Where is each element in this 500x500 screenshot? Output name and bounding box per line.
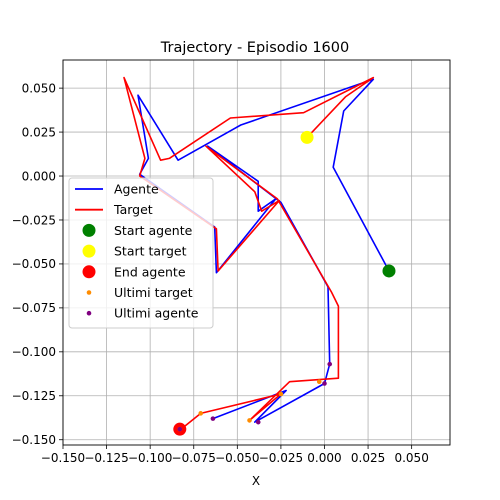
marker-start-agente <box>382 264 396 278</box>
legend-label-start-target: Start target <box>114 244 187 259</box>
legend-label-agente: Agente <box>114 182 159 197</box>
x-axis-ticks: −0.150 −0.125 −0.100 −0.075 −0.050 −0.025 0.00… <box>41 445 429 465</box>
legend-label-ultimi-agente: Ultimi agente <box>114 306 199 321</box>
legend-marker-ultimi-target <box>86 290 92 295</box>
x-axis-label: X <box>252 474 260 488</box>
plot-frame <box>62 59 451 446</box>
y-tick-label: 0.050 <box>22 81 56 95</box>
x-tick-label: −0.100 <box>128 451 172 465</box>
series-line-agente <box>137 78 390 423</box>
legend-marker-end-agente <box>82 265 96 279</box>
legend-marker-start-target <box>82 244 96 258</box>
y-tick-label: −0.125 <box>12 389 56 403</box>
marker-ultimi-target <box>278 391 284 397</box>
x-tick-label: 0.050 <box>394 451 428 465</box>
legend: Agente Target Start agente Start target End … <box>68 177 214 329</box>
marker-ultimi-target <box>316 379 322 385</box>
x-tick-label: −0.025 <box>259 451 303 465</box>
y-tick-label: −0.075 <box>12 301 56 315</box>
legend-label-target: Target <box>113 202 153 217</box>
y-tick-label: −0.050 <box>12 257 56 271</box>
marker-start-target <box>300 130 314 144</box>
marker-ultimi-agente <box>322 381 327 386</box>
x-tick-label: −0.125 <box>84 451 128 465</box>
marker-ultimi-target <box>247 418 252 423</box>
marker-ultimi-agente <box>177 426 183 432</box>
marker-ultimi-target <box>198 411 204 416</box>
y-tick-label: 0.025 <box>22 125 56 139</box>
x-tick-label: 0.025 <box>351 451 385 465</box>
y-tick-label: −0.150 <box>12 433 56 447</box>
legend-frame <box>68 177 214 329</box>
legend-marker-ultimi-agente <box>86 310 92 316</box>
marker-ultimi-agente <box>255 419 261 425</box>
legend-label-start-agente: Start agente <box>114 223 193 238</box>
y-tick-label: −0.100 <box>12 345 56 359</box>
y-axis-ticks: 0.050 0.025 0.000 −0.025 −0.050 −0.075 −0.100 −… <box>12 81 63 447</box>
series-line-target <box>123 76 375 429</box>
x-tick-label: 0.000 <box>307 451 341 465</box>
x-tick-label: −0.050 <box>215 451 259 465</box>
y-tick-label: −0.025 <box>12 213 56 227</box>
legend-label-ultimi-target: Ultimi target <box>114 285 193 300</box>
x-tick-label: −0.150 <box>41 451 85 465</box>
legend-label-end-agente: End agente <box>114 264 186 279</box>
y-tick-label: 0.000 <box>22 169 56 183</box>
series-group <box>123 76 396 436</box>
x-tick-label: −0.075 <box>172 451 216 465</box>
legend-marker-start-agente <box>82 223 96 237</box>
marker-ultimi-agente <box>210 416 216 421</box>
chart-title: Trajectory - Episodio 1600 <box>160 40 349 56</box>
marker-ultimi-agente <box>327 361 333 367</box>
